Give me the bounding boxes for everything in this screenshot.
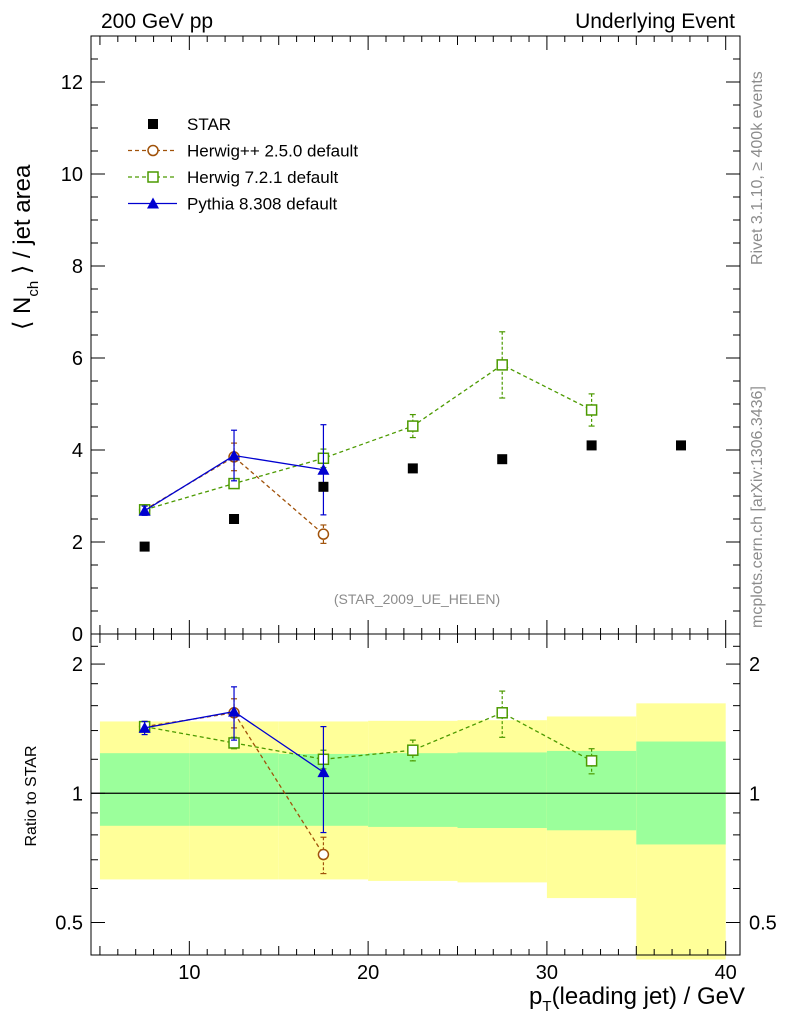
ratio-axes-box — [90, 633, 741, 956]
legend-label: Pythia 8.308 default — [187, 195, 338, 214]
x-tick-label: 20 — [357, 962, 379, 984]
main-y-tick-label: 6 — [72, 348, 83, 370]
data-point — [147, 144, 159, 157]
legend: STAR Herwig++ 2.5.0 default Herwig 7.2.1 d… — [128, 115, 358, 214]
data-point — [407, 744, 419, 756]
data-point — [496, 707, 508, 719]
header-right: Underlying Event — [575, 10, 735, 33]
ratio-y-axis-label: Ratio to STAR — [23, 745, 40, 846]
data-point — [317, 766, 330, 778]
data-point — [407, 420, 419, 432]
legend-item: Pythia 8.308 default — [128, 195, 338, 214]
data-point — [147, 171, 159, 183]
data-point — [317, 848, 330, 861]
series-line — [144, 456, 324, 535]
data-point — [407, 463, 418, 474]
inner-band-bin — [99, 753, 190, 826]
main-y-tick-label: 2 — [72, 532, 83, 554]
data-point — [585, 755, 598, 767]
series-line — [144, 712, 592, 762]
x-axis-label: pT(leading jet) / GeV — [529, 983, 745, 1015]
series-pythia-8-308-default — [138, 424, 330, 516]
series-pythia-8-308-default — [138, 686, 330, 834]
data-point — [497, 454, 508, 465]
main-panel-frame: 0 2 4 6 8 10 12 — [61, 35, 741, 646]
series-herwig-7-2-1-default — [138, 690, 598, 775]
inner-band-bin — [368, 753, 458, 827]
legend-item: Herwig 7.2.1 default — [128, 168, 338, 187]
x-tick-label: 40 — [715, 962, 737, 984]
analysis-label: (STAR_2009_UE_HELEN) — [334, 591, 500, 607]
data-point — [229, 514, 240, 524]
ratio-y-tick-label: 1 — [72, 783, 83, 805]
ratio-y-tick-label-right: 0.5 — [749, 912, 777, 934]
inner-band-bin — [189, 753, 279, 826]
main-y-tick-label: 8 — [72, 256, 83, 278]
side-label-rivet: Rivet 3.1.10, ≥ 400k events — [749, 71, 766, 265]
legend-label: STAR — [187, 115, 231, 134]
legend-item: Herwig++ 2.5.0 default — [128, 142, 358, 161]
ratio-panel-series — [138, 686, 598, 875]
main-y-axis-label: ⟨ Nch ⟩ / jet area — [9, 164, 42, 330]
legend-item: STAR — [148, 115, 231, 134]
series-star — [139, 440, 686, 552]
legend-label: Herwig 7.2.1 default — [187, 168, 338, 187]
data-point — [138, 504, 151, 516]
data-point — [139, 541, 150, 552]
data-point — [228, 705, 241, 717]
side-label-mcplots: mcplots.cern.ch [arXiv:1306.3436] — [749, 386, 766, 628]
main-y-tick-label: 10 — [61, 164, 83, 186]
ratio-y-tick-label: 0.5 — [55, 912, 83, 934]
data-point — [676, 440, 686, 451]
data-point — [148, 119, 158, 129]
data-point — [147, 197, 159, 209]
data-point — [228, 449, 241, 461]
ratio-y-tick-label-right: 1 — [749, 783, 760, 805]
x-tick-label: 10 — [178, 962, 200, 984]
legend-label: Herwig++ 2.5.0 default — [187, 142, 358, 161]
header-left: 200 GeV pp — [101, 10, 213, 33]
main-y-tick-label: 0 — [72, 624, 83, 646]
series-herwig-7-2-1-default — [138, 331, 598, 516]
ratio-panel-frame: 10 20 30 40 0.5 0.5 1 1 2 2 — [55, 633, 777, 984]
x-tick-label: 30 — [536, 962, 558, 984]
inner-band-bin — [457, 752, 547, 829]
series-line — [144, 364, 592, 511]
data-point — [586, 440, 597, 451]
data-point — [138, 721, 151, 733]
data-point — [317, 528, 330, 540]
data-point — [585, 404, 598, 416]
main-y-tick-label: 12 — [61, 72, 83, 94]
data-point — [317, 463, 330, 475]
ratio-y-tick-label-right: 2 — [749, 654, 760, 676]
ratio-y-tick-label: 2 — [72, 654, 83, 676]
data-point — [496, 359, 508, 371]
main-panel-series — [138, 331, 686, 552]
data-point — [318, 481, 329, 492]
main-y-tick-label: 4 — [72, 440, 83, 462]
